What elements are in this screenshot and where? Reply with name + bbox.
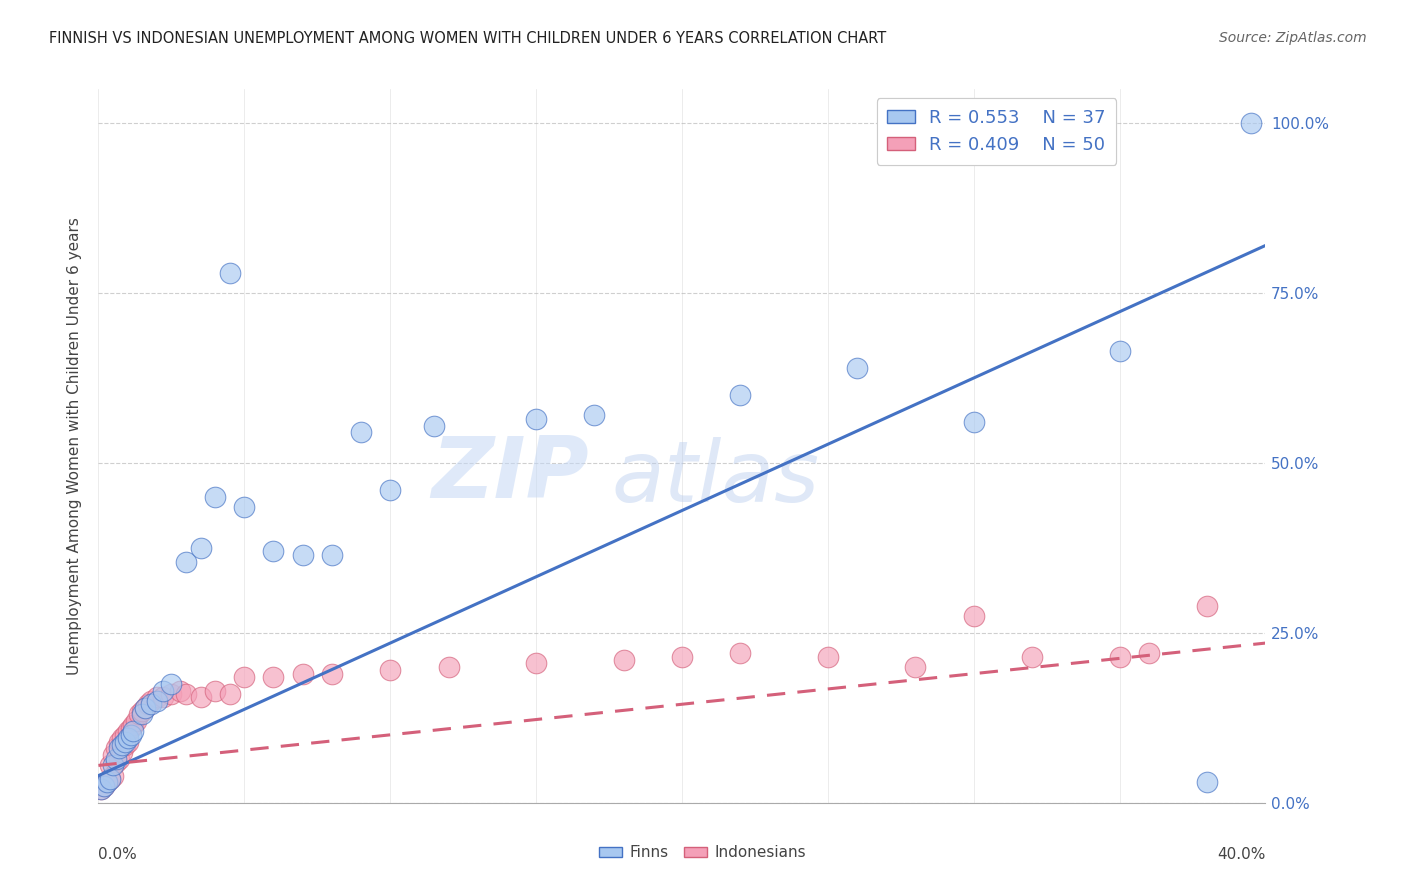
Text: ZIP: ZIP xyxy=(430,433,589,516)
Point xyxy=(101,758,124,772)
Point xyxy=(93,779,115,793)
Point xyxy=(817,649,839,664)
Point xyxy=(146,690,169,705)
Point xyxy=(108,751,131,765)
Point xyxy=(117,731,139,746)
Point xyxy=(98,772,121,786)
Point xyxy=(125,714,148,729)
Point xyxy=(114,734,136,748)
Point xyxy=(90,782,112,797)
Point xyxy=(101,769,124,783)
Point xyxy=(122,724,145,739)
Point xyxy=(114,738,136,752)
Point xyxy=(122,717,145,731)
Point xyxy=(904,660,927,674)
Point xyxy=(378,483,402,498)
Point xyxy=(1195,599,1218,613)
Point xyxy=(423,418,446,433)
Point xyxy=(962,608,984,623)
Point xyxy=(96,775,118,789)
Point xyxy=(134,700,156,714)
Point xyxy=(350,425,373,440)
Point xyxy=(131,704,153,718)
Point xyxy=(174,555,197,569)
Point xyxy=(583,409,606,423)
Point xyxy=(139,698,162,712)
Point xyxy=(204,683,226,698)
Point xyxy=(524,412,547,426)
Point xyxy=(321,548,343,562)
Point xyxy=(104,755,127,769)
Point xyxy=(96,775,118,789)
Point xyxy=(1137,646,1160,660)
Point xyxy=(378,663,402,677)
Point xyxy=(128,707,150,722)
Point xyxy=(671,649,693,664)
Point xyxy=(218,266,240,280)
Point xyxy=(120,721,142,735)
Point xyxy=(169,683,191,698)
Point xyxy=(190,541,212,555)
Point xyxy=(962,415,984,429)
Point xyxy=(1108,343,1130,358)
Point xyxy=(728,646,751,660)
Point xyxy=(233,500,256,515)
Text: FINNISH VS INDONESIAN UNEMPLOYMENT AMONG WOMEN WITH CHILDREN UNDER 6 YEARS CORRE: FINNISH VS INDONESIAN UNEMPLOYMENT AMONG… xyxy=(49,31,886,46)
Point xyxy=(117,734,139,748)
Point xyxy=(98,772,121,786)
Point xyxy=(524,657,547,671)
Point xyxy=(262,544,284,558)
Text: atlas: atlas xyxy=(612,436,820,520)
Point xyxy=(108,734,131,748)
Point xyxy=(612,653,634,667)
Point xyxy=(131,707,153,722)
Point xyxy=(233,670,256,684)
Point xyxy=(1240,116,1263,130)
Point xyxy=(134,700,156,714)
Point xyxy=(98,758,121,772)
Point xyxy=(139,694,162,708)
Point xyxy=(204,490,226,504)
Point xyxy=(262,670,284,684)
Point xyxy=(291,548,314,562)
Point xyxy=(1195,775,1218,789)
Point xyxy=(108,741,131,756)
Point xyxy=(93,779,115,793)
Point xyxy=(152,683,174,698)
Point xyxy=(90,782,112,797)
Text: 0.0%: 0.0% xyxy=(98,847,138,862)
Point xyxy=(111,745,134,759)
Point xyxy=(101,748,124,763)
Point xyxy=(160,687,183,701)
Point xyxy=(146,694,169,708)
Point xyxy=(437,660,460,674)
Point xyxy=(190,690,212,705)
Point xyxy=(104,751,127,765)
Y-axis label: Unemployment Among Women with Children Under 6 years: Unemployment Among Women with Children U… xyxy=(67,217,83,675)
Point xyxy=(120,728,142,742)
Legend: R = 0.553    N = 37, R = 0.409    N = 50: R = 0.553 N = 37, R = 0.409 N = 50 xyxy=(876,98,1116,165)
Point xyxy=(111,731,134,746)
Point xyxy=(845,360,868,375)
Point xyxy=(117,724,139,739)
Point xyxy=(321,666,343,681)
Point xyxy=(152,690,174,705)
Point xyxy=(174,687,197,701)
Point xyxy=(111,738,134,752)
Point xyxy=(728,388,751,402)
Legend: Finns, Indonesians: Finns, Indonesians xyxy=(593,839,813,866)
Point xyxy=(291,666,314,681)
Point xyxy=(1021,649,1043,664)
Point xyxy=(218,687,240,701)
Point xyxy=(160,677,183,691)
Point xyxy=(136,698,159,712)
Point xyxy=(104,741,127,756)
Point xyxy=(114,728,136,742)
Text: Source: ZipAtlas.com: Source: ZipAtlas.com xyxy=(1219,31,1367,45)
Text: 40.0%: 40.0% xyxy=(1218,847,1265,862)
Point xyxy=(1108,649,1130,664)
